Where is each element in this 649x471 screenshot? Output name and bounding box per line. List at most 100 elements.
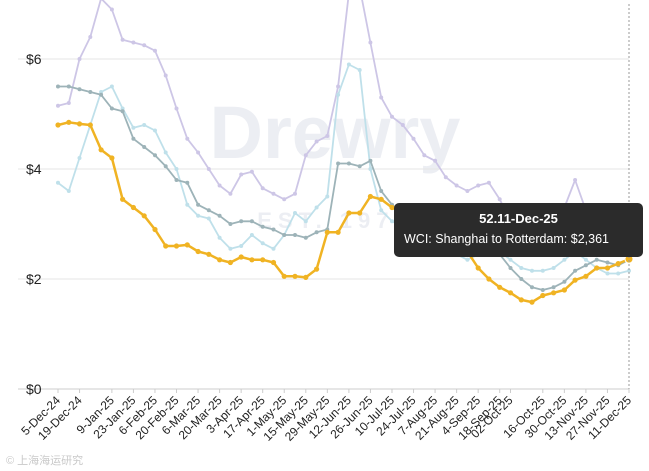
data-point bbox=[303, 274, 309, 280]
data-point bbox=[185, 202, 190, 207]
data-point bbox=[390, 114, 394, 119]
data-point bbox=[174, 167, 179, 171]
data-point bbox=[163, 150, 168, 155]
data-point bbox=[217, 257, 223, 263]
data-point bbox=[131, 136, 136, 141]
data-point bbox=[465, 189, 470, 193]
data-point bbox=[551, 290, 557, 296]
data-point bbox=[293, 211, 297, 215]
data-point bbox=[379, 189, 384, 193]
data-point bbox=[238, 254, 244, 260]
data-point bbox=[109, 106, 114, 111]
data-point bbox=[572, 277, 578, 283]
data-point bbox=[217, 213, 222, 218]
data-point bbox=[465, 257, 470, 262]
data-point bbox=[346, 161, 351, 166]
data-point bbox=[77, 87, 82, 92]
data-point bbox=[367, 193, 373, 200]
y-tick-label: $4 bbox=[26, 161, 42, 177]
data-point bbox=[562, 279, 567, 284]
data-point bbox=[270, 259, 277, 266]
data-point bbox=[605, 271, 610, 276]
data-point bbox=[583, 263, 588, 268]
data-point bbox=[325, 134, 330, 138]
data-point bbox=[227, 259, 233, 266]
data-point bbox=[411, 136, 416, 141]
data-point bbox=[185, 180, 190, 185]
data-point bbox=[77, 156, 82, 160]
data-point bbox=[476, 183, 481, 188]
data-point bbox=[357, 68, 362, 72]
data-point bbox=[475, 265, 481, 271]
data-point bbox=[389, 204, 395, 211]
data-point bbox=[99, 92, 104, 97]
data-point bbox=[152, 226, 158, 233]
data-point bbox=[314, 139, 319, 144]
data-point bbox=[627, 268, 631, 273]
data-point bbox=[98, 147, 104, 153]
data-point bbox=[336, 161, 341, 166]
data-point bbox=[163, 73, 168, 78]
data-point bbox=[314, 205, 319, 210]
data-point bbox=[55, 122, 61, 128]
data-point bbox=[379, 208, 384, 213]
data-point bbox=[217, 183, 222, 188]
data-point bbox=[174, 106, 179, 111]
data-point bbox=[346, 210, 352, 216]
data-point bbox=[56, 180, 60, 185]
data-point bbox=[228, 222, 233, 226]
data-point bbox=[153, 48, 157, 53]
data-point bbox=[335, 229, 341, 235]
data-point bbox=[368, 167, 373, 171]
data-point bbox=[519, 277, 524, 281]
data-point bbox=[239, 172, 244, 177]
data-point bbox=[530, 285, 534, 290]
data-point bbox=[153, 128, 157, 133]
data-point bbox=[66, 84, 71, 89]
data-point bbox=[454, 183, 459, 188]
data-point bbox=[153, 153, 157, 158]
data-point bbox=[206, 251, 212, 257]
data-point bbox=[573, 178, 578, 182]
data-point bbox=[120, 196, 126, 202]
data-point bbox=[109, 7, 114, 12]
data-point bbox=[185, 136, 190, 141]
data-point bbox=[77, 57, 82, 61]
data-point bbox=[88, 90, 93, 94]
data-point bbox=[249, 257, 255, 263]
data-point bbox=[486, 276, 492, 282]
data-point bbox=[486, 180, 491, 185]
data-point bbox=[281, 273, 287, 279]
tooltip-title: 52.11-Dec-25 bbox=[479, 211, 558, 226]
data-point bbox=[195, 248, 201, 255]
data-point bbox=[88, 35, 93, 39]
data-point bbox=[173, 243, 180, 249]
data-point bbox=[271, 191, 276, 196]
data-point bbox=[271, 246, 276, 251]
data-point bbox=[56, 103, 60, 108]
data-point bbox=[99, 0, 103, 1]
data-point bbox=[249, 219, 254, 224]
data-point bbox=[530, 268, 534, 273]
data-point bbox=[87, 122, 93, 128]
data-point bbox=[508, 266, 513, 270]
data-point bbox=[206, 216, 211, 221]
data-point bbox=[174, 178, 179, 182]
data-point bbox=[142, 145, 147, 149]
data-point bbox=[357, 164, 362, 169]
data-point bbox=[293, 233, 297, 237]
data-point bbox=[282, 233, 287, 237]
data-point bbox=[260, 257, 266, 263]
watermark-subtext: EST. 1970 bbox=[257, 208, 413, 233]
data-point bbox=[141, 213, 147, 219]
data-point bbox=[66, 119, 72, 125]
data-point bbox=[76, 121, 83, 127]
data-point bbox=[228, 246, 233, 251]
data-point bbox=[379, 95, 384, 100]
data-point bbox=[497, 284, 503, 290]
data-point bbox=[130, 204, 136, 211]
data-point bbox=[163, 243, 169, 249]
data-point bbox=[249, 233, 254, 237]
data-point bbox=[583, 273, 589, 279]
